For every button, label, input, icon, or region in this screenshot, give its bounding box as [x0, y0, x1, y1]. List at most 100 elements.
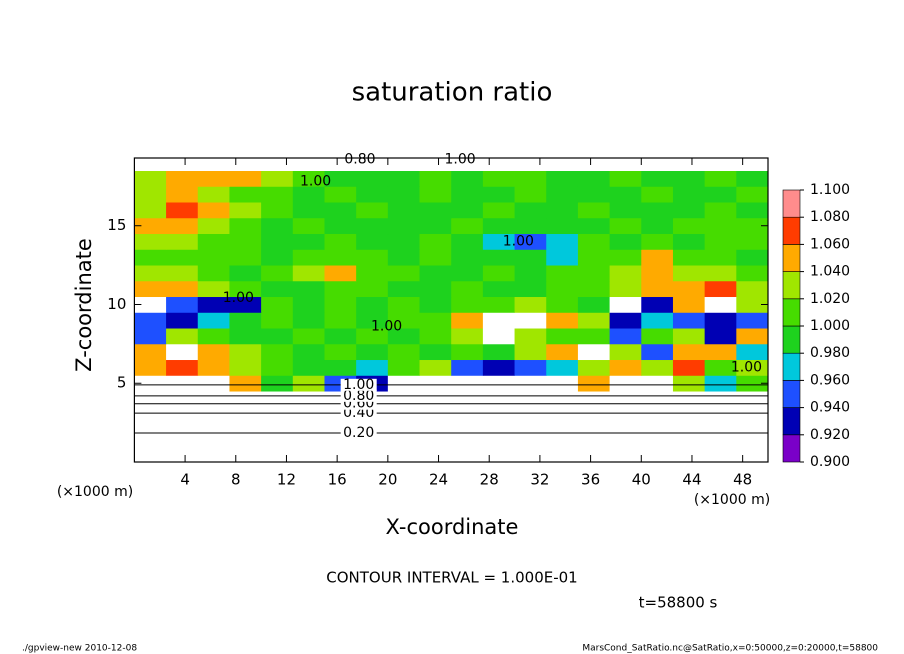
cell [419, 170, 452, 187]
contour-label: 1.00 [444, 152, 475, 168]
x-tick-label: 4 [180, 471, 190, 489]
cell [261, 233, 294, 250]
colorbar-label: 0.960 [810, 372, 850, 388]
cell [292, 202, 325, 219]
cell [197, 265, 230, 282]
cell [577, 249, 610, 266]
cell [134, 186, 167, 203]
cell [704, 343, 737, 361]
cell [134, 217, 167, 235]
cell [736, 233, 769, 250]
cell [641, 280, 674, 298]
cell [672, 391, 706, 463]
cell [546, 328, 579, 345]
cell [356, 217, 389, 235]
colorbar-label: 0.900 [810, 454, 850, 470]
contour-label-bg [340, 407, 377, 420]
cell [324, 265, 357, 282]
cell [356, 343, 389, 361]
cell [577, 312, 610, 329]
cell [609, 359, 642, 376]
contour-label: 1.00 [731, 359, 762, 375]
cell [704, 249, 737, 266]
cell [134, 170, 167, 187]
cell [609, 265, 642, 282]
cell [387, 328, 420, 345]
cell [324, 202, 357, 219]
cell [166, 312, 199, 329]
cell [514, 170, 547, 187]
cell [514, 249, 547, 266]
cell [482, 343, 515, 361]
cell [482, 217, 515, 235]
cell [197, 280, 230, 298]
cell [387, 296, 420, 313]
cell [736, 217, 769, 235]
cell [514, 265, 547, 282]
cell [324, 280, 357, 298]
cell [356, 170, 389, 187]
cell [704, 186, 737, 203]
cell [451, 375, 484, 392]
cell [166, 170, 199, 187]
cell [166, 265, 199, 282]
contour-label: 0.80 [343, 388, 374, 404]
cell [672, 202, 706, 219]
cell [197, 375, 230, 392]
cell [482, 328, 515, 345]
cell [514, 280, 547, 298]
cell [514, 202, 547, 219]
cell [546, 312, 579, 329]
contour-label: 1.00 [343, 377, 374, 393]
cell [387, 249, 420, 266]
cell [134, 391, 167, 463]
cell [451, 296, 484, 313]
cell [672, 249, 706, 266]
cell [672, 296, 706, 313]
cell [419, 375, 452, 392]
cell [134, 280, 167, 298]
cell [229, 170, 262, 187]
cell [546, 296, 579, 313]
cell [641, 202, 674, 219]
cell [736, 202, 769, 219]
cell [166, 233, 199, 250]
cell [736, 343, 769, 361]
cell [387, 217, 420, 235]
colorbar-label: 1.080 [810, 209, 850, 225]
cell [387, 375, 420, 392]
cell [546, 391, 579, 463]
cell [356, 328, 389, 345]
cell [577, 158, 610, 172]
cell [229, 280, 262, 298]
cell [356, 158, 389, 172]
cell [641, 343, 674, 361]
cell [261, 375, 294, 392]
cell [672, 186, 706, 203]
contour-label-bg [340, 389, 377, 402]
cell [514, 233, 547, 250]
x-tick-label: 44 [682, 471, 701, 489]
cell [577, 170, 610, 187]
colorbar-bin [782, 189, 801, 218]
cell [546, 265, 579, 282]
cell [577, 328, 610, 345]
time-label: t=58800 s [639, 594, 718, 612]
cell [261, 296, 294, 313]
cell [482, 391, 515, 463]
cell [261, 343, 294, 361]
cell [736, 359, 769, 376]
cell [356, 249, 389, 266]
cell [577, 391, 610, 463]
cell [324, 249, 357, 266]
cell [704, 202, 737, 219]
cell [261, 158, 294, 172]
footer: ./gpview-new 2010-12-08 [22, 644, 137, 654]
cell [704, 359, 737, 376]
cell [261, 312, 294, 329]
x-unit: (×1000 m) [694, 492, 770, 508]
cell [672, 343, 706, 361]
cell [261, 265, 294, 282]
cell [546, 375, 579, 392]
cell [704, 375, 737, 392]
